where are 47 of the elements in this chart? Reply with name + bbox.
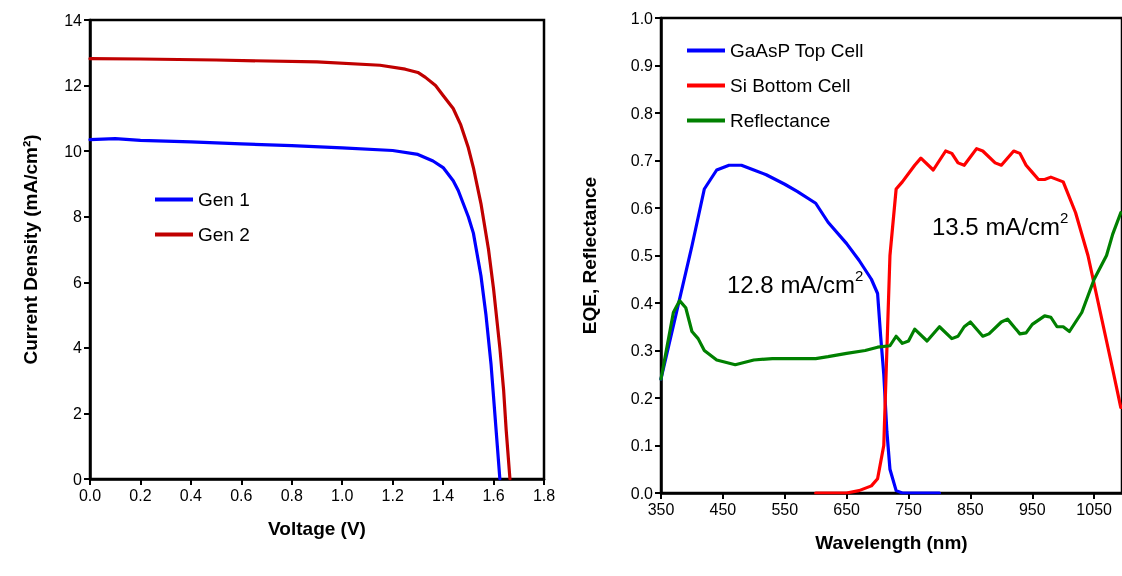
x-axis-title: Wavelength (nm) (815, 532, 968, 553)
y-tick-label: 0.2 (630, 389, 654, 407)
y-tick-label: 0.8 (630, 104, 654, 122)
legend-label: Reflectance (730, 110, 831, 131)
legend-label: Gen 2 (198, 224, 250, 245)
x-tick-label: 350 (647, 500, 675, 518)
x-tick-label: 1.8 (532, 486, 556, 504)
x-tick-label: 950 (1018, 500, 1046, 518)
y-axis-title: Current Density (mA/cm²) (20, 134, 41, 365)
x-tick-label: 0.6 (230, 486, 253, 504)
x-tick-label: 1.2 (381, 486, 404, 504)
y-tick-label: 0.1 (630, 437, 654, 454)
y-tick-label: 0.7 (630, 152, 654, 169)
legend-label: Si Bottom Cell (730, 75, 851, 96)
y-tick-label: 14 (64, 11, 83, 29)
x-tick-label: 1.0 (331, 486, 354, 504)
x-tick-label: 1050 (1076, 500, 1113, 518)
y-axis-title: EQE, Reflectance (579, 176, 600, 335)
x-tick-label: 0.2 (129, 486, 152, 504)
x-tick-label: 750 (895, 500, 922, 518)
line-series (88, 57, 512, 481)
y-tick-label: 12 (64, 77, 83, 95)
legend-label: Gen 1 (198, 189, 250, 210)
x-tick-label: 650 (833, 500, 861, 518)
x-tick-label: 550 (771, 500, 799, 518)
x-tick-label: 450 (709, 500, 737, 518)
y-tick-label: 0 (73, 470, 83, 488)
y-tick-label: 0.9 (630, 57, 654, 74)
x-tick-label: 1.6 (482, 486, 505, 504)
y-tick-label: 0.4 (630, 294, 654, 312)
y-tick-label: 4 (73, 339, 83, 357)
x-tick-label: 1.4 (431, 486, 455, 504)
line-series (88, 137, 502, 481)
line-series (659, 211, 1122, 381)
y-tick-label: 10 (64, 142, 83, 160)
y-tick-label: 0.3 (630, 342, 654, 359)
x-tick-label: 0.8 (280, 486, 303, 504)
x-axis-title: Voltage (V) (268, 518, 366, 539)
y-tick-label: 2 (73, 404, 83, 422)
y-tick-label: 0.6 (630, 199, 654, 217)
legend-label: GaAsP Top Cell (730, 40, 864, 61)
y-tick-label: 0.5 (630, 247, 654, 264)
y-tick-label: 8 (73, 208, 83, 226)
x-tick-label: 850 (957, 500, 984, 518)
x-tick-label: 0.4 (179, 486, 203, 504)
y-tick-label: 1.0 (630, 9, 654, 27)
y-tick-label: 6 (73, 273, 83, 291)
